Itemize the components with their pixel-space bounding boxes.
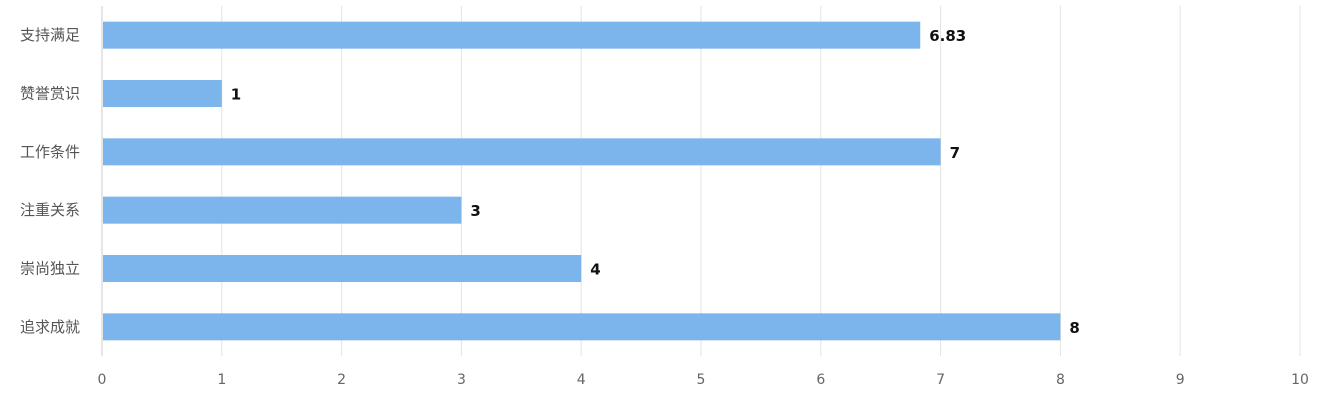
x-tick-label: 6 [816, 372, 825, 388]
category-label: 注重关系 [20, 201, 80, 219]
x-tick-label: 5 [697, 372, 706, 388]
value-label: 8 [1069, 319, 1079, 337]
bar-3[interactable] [103, 196, 462, 224]
bars [103, 21, 1061, 341]
category-label: 工作条件 [20, 143, 80, 161]
x-tick-label: 4 [577, 372, 586, 388]
category-label: 支持满足 [20, 26, 80, 44]
value-label: 1 [231, 86, 241, 104]
value-label: 3 [470, 202, 480, 220]
x-tick-label: 3 [457, 372, 466, 388]
x-tick-label: 2 [337, 372, 346, 388]
bar-2[interactable] [103, 138, 941, 166]
bar-0[interactable] [103, 21, 921, 49]
x-tick-label: 8 [1056, 372, 1065, 388]
value-label: 6.83 [929, 27, 966, 45]
x-tick-label: 10 [1291, 372, 1309, 388]
category-label: 崇尚独立 [20, 260, 80, 278]
x-tick-label: 7 [936, 372, 945, 388]
x-tick-label: 1 [217, 372, 226, 388]
value-label: 7 [950, 144, 960, 162]
bar-4[interactable] [103, 255, 582, 282]
category-label: 追求成就 [20, 318, 80, 336]
category-label: 赞誉赏识 [20, 85, 80, 103]
bar-5[interactable] [103, 313, 1061, 341]
value-label: 4 [590, 261, 600, 279]
bar-1[interactable] [103, 80, 222, 107]
x-tick-label: 9 [1176, 372, 1185, 388]
x-axis-ticks: 0 1 2 3 4 5 6 7 8 9 10 [98, 372, 1309, 388]
grid-lines [101, 6, 1301, 356]
value-labels: 6.83 1 7 3 4 8 [231, 27, 1080, 337]
x-tick-label: 0 [98, 372, 107, 388]
